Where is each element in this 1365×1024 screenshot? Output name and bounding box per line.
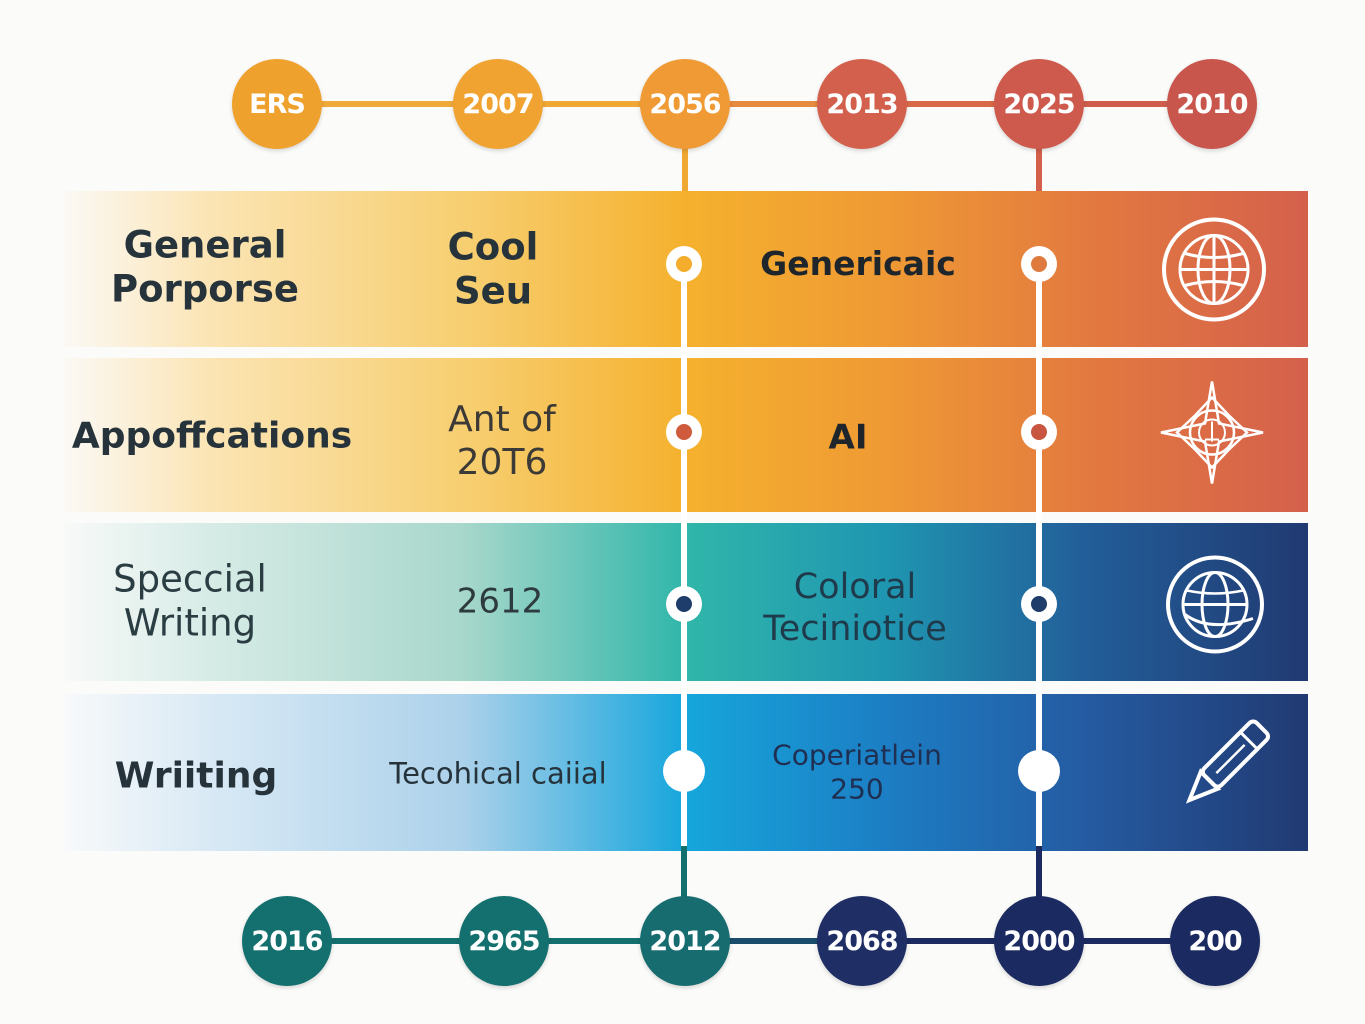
bottom-connector-3	[685, 938, 860, 944]
row-4-category: Wriiting	[114, 755, 278, 797]
row-2-col2: Ant of 20T6	[448, 398, 556, 483]
bottom-drop-line-2	[1036, 846, 1042, 906]
bottom-connector-4	[860, 938, 1040, 944]
top-node-5[interactable]: 2025	[994, 59, 1084, 149]
globe-icon	[1160, 216, 1268, 329]
top-connector-4	[860, 101, 1040, 107]
row-2-marker-right[interactable]	[1021, 414, 1057, 450]
row-1-marker-right[interactable]	[1021, 246, 1057, 282]
row-3-col3: Coloral Teciniotice	[763, 567, 947, 649]
vertical-line-left	[681, 262, 687, 847]
row-2-marker-left[interactable]	[666, 414, 702, 450]
compass-star-icon	[1159, 380, 1265, 491]
top-node-3[interactable]: 2056	[640, 59, 730, 149]
top-connector-3	[670, 101, 860, 107]
top-node-2[interactable]: 2007	[453, 59, 543, 149]
row-3-col2: 2612	[456, 581, 544, 622]
bottom-node-6[interactable]: 200	[1170, 896, 1260, 986]
row-1-marker-left[interactable]	[666, 246, 702, 282]
row-1-col2: Cool Seu	[447, 225, 539, 313]
top-connector-2	[480, 101, 670, 107]
top-drop-line-2	[1036, 140, 1042, 192]
bottom-node-1[interactable]: 2016	[242, 896, 332, 986]
row-4-marker-right[interactable]	[1018, 750, 1060, 792]
row-4-marker-left[interactable]	[663, 750, 705, 792]
row-2-col3: AI	[828, 417, 868, 458]
bottom-node-5[interactable]: 2000	[994, 896, 1084, 986]
row-4-col2: Tecohical caiial	[389, 756, 607, 791]
row-3-marker-left[interactable]	[666, 586, 702, 622]
top-drop-line-1	[682, 140, 688, 192]
pen-icon	[1166, 712, 1278, 829]
top-node-6[interactable]: 2010	[1167, 59, 1257, 149]
row-1-col3: Genericaic	[760, 244, 956, 284]
bottom-connector-2	[510, 938, 685, 944]
row-1-category: General Porporse	[110, 223, 300, 311]
top-connector-5	[1040, 101, 1210, 107]
bottom-node-3[interactable]: 2012	[640, 896, 730, 986]
row-2-category: Appoffcations	[71, 415, 353, 457]
bottom-node-4[interactable]: 2068	[817, 896, 907, 986]
row-3-category: Speccial Writing	[113, 557, 267, 645]
row-3-marker-right[interactable]	[1021, 586, 1057, 622]
bottom-drop-line-1	[681, 846, 687, 906]
vertical-line-right	[1036, 262, 1042, 847]
bottom-node-2[interactable]: 2965	[459, 896, 549, 986]
top-node-4[interactable]: 2013	[817, 59, 907, 149]
top-node-1[interactable]: ERS	[232, 59, 322, 149]
bottom-connector-5	[1040, 938, 1210, 944]
row-4-col3: Coperiatlein 250	[772, 738, 942, 805]
globe-outline-icon	[1163, 553, 1267, 662]
top-connector-1	[300, 101, 480, 107]
bottom-connector-1	[330, 938, 510, 944]
